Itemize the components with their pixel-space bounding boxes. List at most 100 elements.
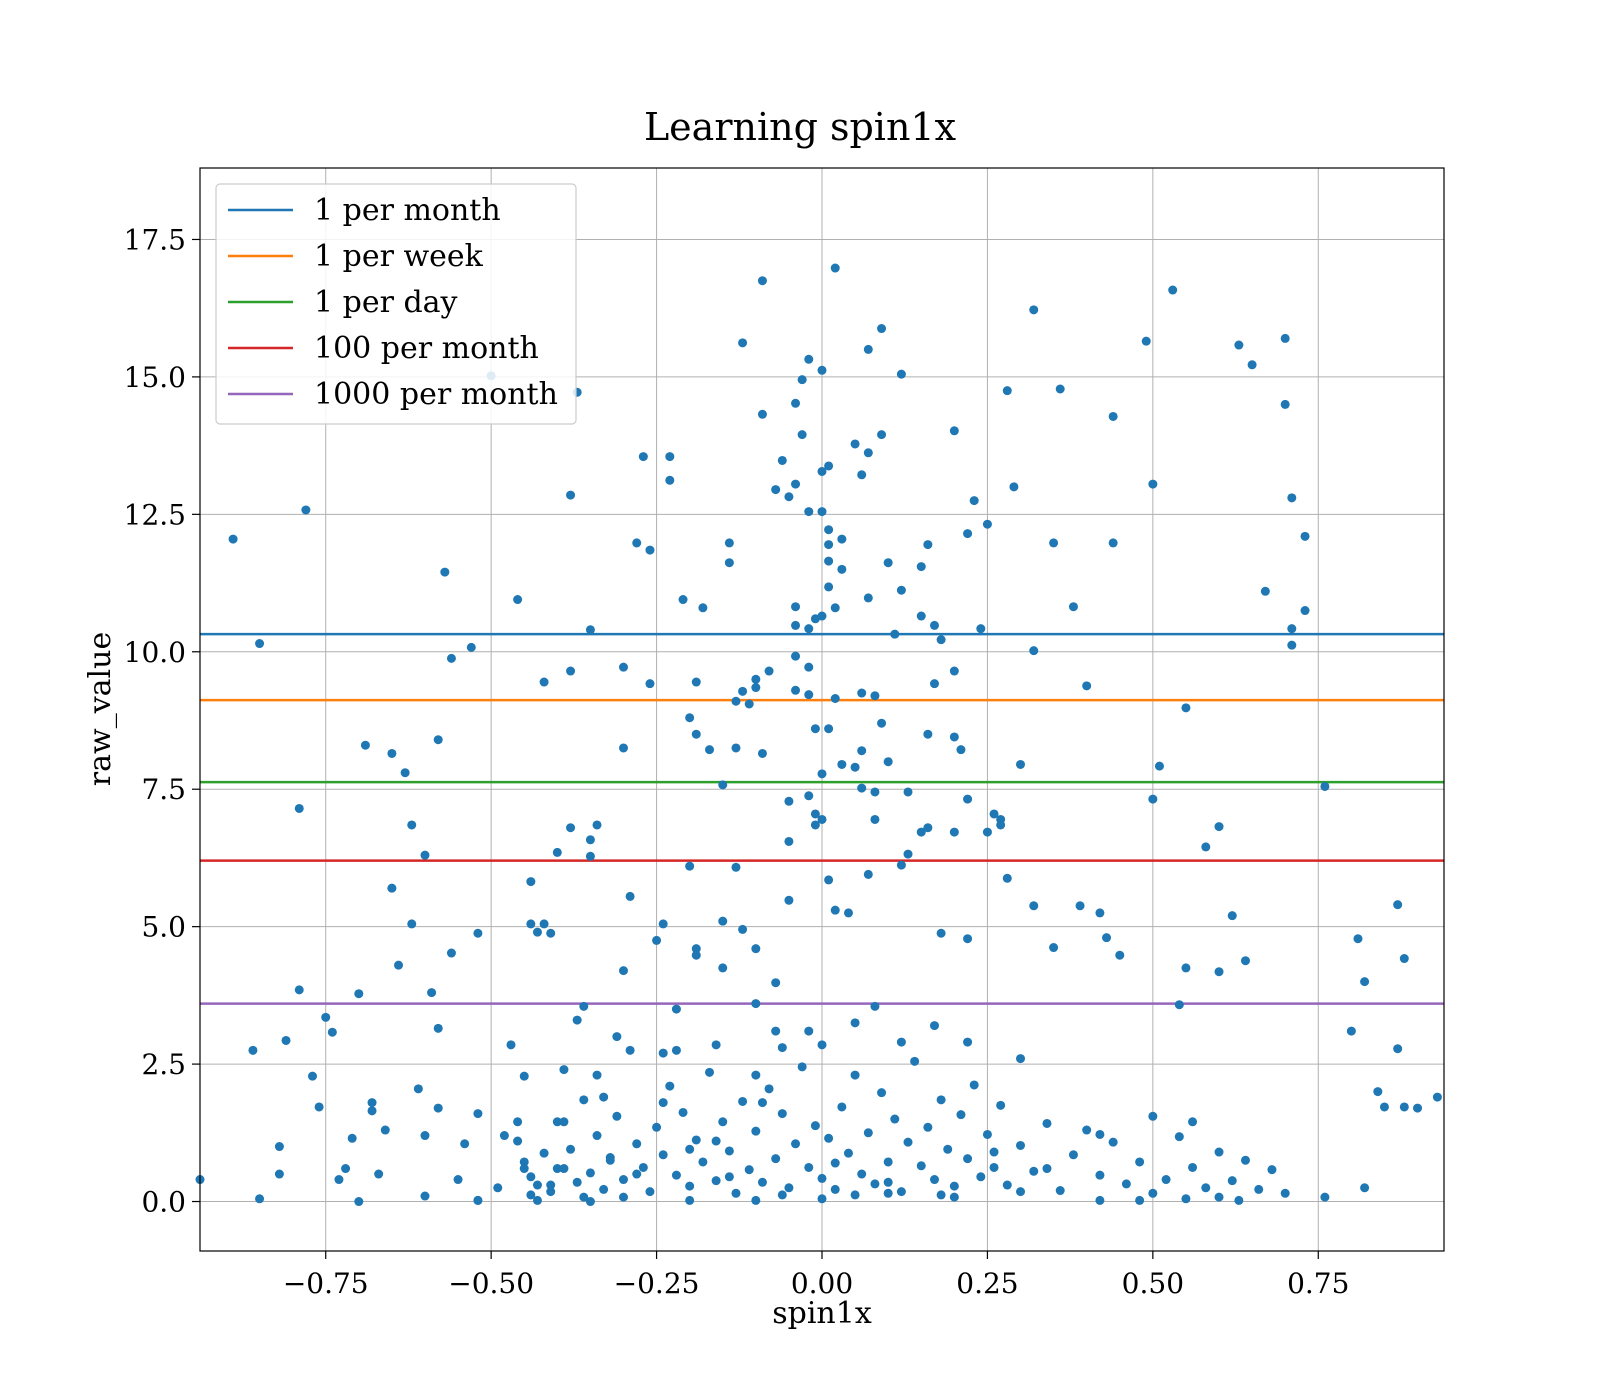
data-point <box>652 935 662 945</box>
data-point <box>678 595 688 605</box>
data-point <box>453 1175 463 1185</box>
data-point <box>777 1190 787 1200</box>
data-point <box>976 1172 986 1182</box>
data-point <box>744 1165 754 1175</box>
data-point <box>671 1170 681 1180</box>
data-point <box>731 743 741 753</box>
data-point <box>1432 1092 1442 1102</box>
data-point <box>817 507 827 517</box>
data-point <box>797 430 807 440</box>
data-point <box>837 534 847 544</box>
data-point <box>367 1106 377 1116</box>
data-point <box>605 1155 615 1165</box>
data-point <box>1135 1195 1145 1205</box>
data-point <box>1227 911 1237 921</box>
data-point <box>1055 384 1065 394</box>
data-point <box>307 1071 317 1081</box>
data-point <box>963 1037 973 1047</box>
data-point <box>1002 386 1012 396</box>
data-point <box>1227 1176 1237 1186</box>
data-point <box>850 1190 860 1200</box>
data-point <box>1075 901 1085 911</box>
legend-entry-label: 1 per day <box>314 285 458 320</box>
data-point <box>989 1162 999 1172</box>
data-point <box>566 1144 576 1154</box>
data-point <box>804 354 814 364</box>
data-point <box>989 1147 999 1157</box>
data-point <box>585 835 595 845</box>
data-point <box>360 740 370 750</box>
data-point <box>982 827 992 837</box>
data-point <box>1360 1183 1370 1193</box>
data-point <box>877 718 887 728</box>
data-point <box>652 1122 662 1132</box>
data-point <box>1300 531 1310 541</box>
data-point <box>751 674 761 684</box>
data-point <box>327 1027 337 1037</box>
legend: 1 per month 1 per week 1 per day 100 per mo… <box>215 183 577 425</box>
data-point <box>579 1001 589 1011</box>
data-point <box>341 1164 351 1174</box>
data-point <box>850 439 860 449</box>
data-point <box>1161 1175 1171 1185</box>
data-point <box>724 1146 734 1156</box>
data-point <box>943 1144 953 1154</box>
data-point <box>936 635 946 645</box>
data-point <box>1214 967 1224 977</box>
data-point <box>896 1037 906 1047</box>
data-point <box>433 735 443 745</box>
data-point <box>1042 1164 1052 1174</box>
data-point <box>870 1179 880 1189</box>
data-point <box>936 928 946 938</box>
data-point <box>824 875 834 885</box>
data-point <box>618 662 628 672</box>
data-point <box>896 1187 906 1197</box>
data-point <box>751 1070 761 1080</box>
data-point <box>724 1172 734 1182</box>
data-point <box>929 620 939 630</box>
y-axis-ticks: 0.0 2.5 5.0 7.5 10.0 12.5 15.0 17.5 <box>124 223 200 1219</box>
data-point <box>804 1026 814 1036</box>
data-point <box>1287 493 1297 503</box>
data-point <box>963 1154 973 1164</box>
data-point <box>817 1173 827 1183</box>
data-point <box>380 1125 390 1135</box>
data-point <box>678 1107 688 1117</box>
data-point <box>1201 842 1211 852</box>
x-tick-label: −0.50 <box>448 1267 534 1300</box>
legend-entry-label: 1 per month <box>314 193 501 228</box>
data-point <box>870 814 880 824</box>
data-point <box>1234 1195 1244 1205</box>
data-point <box>1174 1132 1184 1142</box>
data-point <box>923 1122 933 1132</box>
data-point <box>566 823 576 833</box>
data-point <box>731 696 741 706</box>
data-point <box>301 505 311 515</box>
data-point <box>354 989 364 999</box>
data-point <box>890 1114 900 1124</box>
data-point <box>824 540 834 550</box>
data-point <box>367 1098 377 1108</box>
y-tick-label: 15.0 <box>124 361 186 394</box>
data-point <box>817 814 827 824</box>
data-point <box>949 732 959 742</box>
data-point <box>691 677 701 687</box>
data-point <box>1095 1195 1105 1205</box>
data-point <box>585 625 595 635</box>
data-point <box>784 895 794 905</box>
data-point <box>526 919 536 929</box>
data-point <box>1141 336 1151 346</box>
data-point <box>1399 1102 1409 1112</box>
data-point <box>883 1177 893 1187</box>
data-point <box>738 686 748 696</box>
data-point <box>566 666 576 676</box>
data-point <box>711 1176 721 1186</box>
data-point <box>585 1168 595 1178</box>
data-point <box>996 820 1006 830</box>
data-point <box>830 1158 840 1168</box>
data-point <box>665 475 675 485</box>
data-point <box>400 768 410 778</box>
data-point <box>929 1175 939 1185</box>
data-point <box>1082 1125 1092 1135</box>
threshold-lines <box>200 632 1444 1005</box>
